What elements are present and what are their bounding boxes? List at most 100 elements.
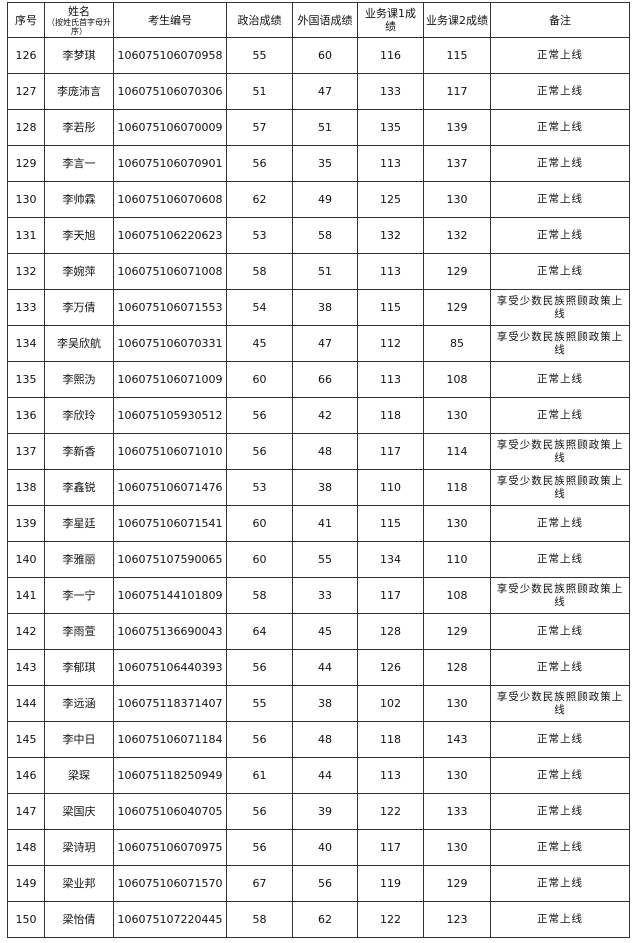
cell-exam-id: 106075106070608 <box>113 181 227 218</box>
cell-foreign-score: 48 <box>292 433 358 470</box>
cell-name: 李雨萱 <box>44 613 114 650</box>
cell-exam-id: 106075105930512 <box>113 397 227 434</box>
cell-politics-score: 51 <box>226 73 293 110</box>
cell-course2-score: 132 <box>423 217 491 254</box>
cell-name: 李庞沛言 <box>44 73 114 110</box>
cell-course2-score: 130 <box>423 685 491 722</box>
cell-course1-score: 116 <box>357 37 424 74</box>
cell-foreign-score: 44 <box>292 649 358 686</box>
header-name: 姓名 （按姓氏首字母升序） <box>44 2 114 38</box>
cell-politics-score: 57 <box>226 109 293 146</box>
cell-foreign-score: 66 <box>292 361 358 398</box>
cell-remark: 正常上线 <box>490 901 630 938</box>
cell-foreign-score: 40 <box>292 829 358 866</box>
cell-name: 李一宁 <box>44 577 114 614</box>
table-row: 140 李雅丽 106075107590065 60 55 134 110 正常上线 <box>7 541 630 578</box>
cell-course1-score: 118 <box>357 721 424 758</box>
cell-course2-score: 123 <box>423 901 491 938</box>
table-row: 132 李婉萍 106075106071008 58 51 113 129 正常上线 <box>7 253 630 290</box>
cell-name: 李星廷 <box>44 505 114 542</box>
header-course2: 业务课2成绩 <box>423 2 491 38</box>
cell-course2-score: 129 <box>423 613 491 650</box>
table-row: 136 李欣玲 106075105930512 56 42 118 130 正常上线 <box>7 397 630 434</box>
cell-politics-score: 64 <box>226 613 293 650</box>
cell-seq: 134 <box>7 325 45 362</box>
cell-foreign-score: 39 <box>292 793 358 830</box>
cell-course1-score: 113 <box>357 145 424 182</box>
cell-course1-score: 118 <box>357 397 424 434</box>
cell-foreign-score: 55 <box>292 541 358 578</box>
cell-name: 李万倩 <box>44 289 114 326</box>
cell-exam-id: 106075118371407 <box>113 685 227 722</box>
table-row: 144 李远涵 106075118371407 55 38 102 130 享受少数民族照顾政… <box>7 685 630 722</box>
cell-course2-score: 143 <box>423 721 491 758</box>
cell-exam-id: 106075106071008 <box>113 253 227 290</box>
cell-name: 梁业邦 <box>44 865 114 902</box>
cell-politics-score: 56 <box>226 397 293 434</box>
cell-name: 梁琛 <box>44 757 114 794</box>
cell-course1-score: 133 <box>357 73 424 110</box>
cell-course1-score: 117 <box>357 433 424 470</box>
cell-exam-id: 106075106220623 <box>113 217 227 254</box>
cell-foreign-score: 45 <box>292 613 358 650</box>
cell-seq: 137 <box>7 433 45 470</box>
cell-course2-score: 130 <box>423 181 491 218</box>
cell-remark: 正常上线 <box>490 757 630 794</box>
cell-politics-score: 55 <box>226 37 293 74</box>
header-name-note: （按姓氏首字母升序） <box>47 17 111 36</box>
table-row: 129 李言一 106075106070901 56 35 113 137 正常上线 <box>7 145 630 182</box>
cell-exam-id: 106075106071570 <box>113 865 227 902</box>
cell-exam-id: 106075118250949 <box>113 757 227 794</box>
cell-course1-score: 117 <box>357 577 424 614</box>
header-foreign: 外国语成绩 <box>292 2 358 38</box>
cell-remark: 享受少数民族照顾政策上线 <box>490 325 630 362</box>
cell-remark: 正常上线 <box>490 37 630 74</box>
cell-foreign-score: 48 <box>292 721 358 758</box>
cell-politics-score: 58 <box>226 577 293 614</box>
table-row: 142 李雨萱 106075136690043 64 45 128 129 正常上线 <box>7 613 630 650</box>
cell-course2-score: 130 <box>423 829 491 866</box>
table-row: 141 李一宁 106075144101809 58 33 117 108 享受少数民族照顾政… <box>7 577 630 614</box>
cell-remark: 正常上线 <box>490 829 630 866</box>
table-row: 149 梁业邦 106075106071570 67 56 119 129 正常上线 <box>7 865 630 902</box>
cell-course2-score: 108 <box>423 361 491 398</box>
cell-politics-score: 67 <box>226 865 293 902</box>
cell-politics-score: 56 <box>226 649 293 686</box>
cell-politics-score: 56 <box>226 721 293 758</box>
cell-course2-score: 130 <box>423 757 491 794</box>
cell-foreign-score: 58 <box>292 217 358 254</box>
table-row: 127 李庞沛言 106075106070306 51 47 133 117 正常上线 <box>7 73 630 110</box>
cell-foreign-score: 51 <box>292 109 358 146</box>
table-row: 146 梁琛 106075118250949 61 44 113 130 正常上线 <box>7 757 630 794</box>
cell-foreign-score: 38 <box>292 685 358 722</box>
cell-name: 李鑫锐 <box>44 469 114 506</box>
cell-course1-score: 110 <box>357 469 424 506</box>
table-row: 130 李帅霖 106075106070608 62 49 125 130 正常上线 <box>7 181 630 218</box>
cell-exam-id: 106075106071541 <box>113 505 227 542</box>
cell-course2-score: 110 <box>423 541 491 578</box>
header-course1: 业务课1成绩 <box>357 2 424 38</box>
cell-politics-score: 56 <box>226 793 293 830</box>
cell-seq: 138 <box>7 469 45 506</box>
cell-seq: 148 <box>7 829 45 866</box>
cell-exam-id: 106075106070901 <box>113 145 227 182</box>
cell-name: 李婉萍 <box>44 253 114 290</box>
cell-politics-score: 53 <box>226 469 293 506</box>
cell-politics-score: 61 <box>226 757 293 794</box>
cell-course2-score: 108 <box>423 577 491 614</box>
cell-foreign-score: 62 <box>292 901 358 938</box>
cell-course2-score: 118 <box>423 469 491 506</box>
cell-exam-id: 106075106071009 <box>113 361 227 398</box>
cell-seq: 128 <box>7 109 45 146</box>
cell-name: 梁诗玥 <box>44 829 114 866</box>
cell-politics-score: 62 <box>226 181 293 218</box>
cell-course2-score: 129 <box>423 289 491 326</box>
cell-politics-score: 45 <box>226 325 293 362</box>
cell-politics-score: 60 <box>226 505 293 542</box>
cell-course1-score: 128 <box>357 613 424 650</box>
cell-course2-score: 128 <box>423 649 491 686</box>
cell-remark: 正常上线 <box>490 865 630 902</box>
cell-course1-score: 112 <box>357 325 424 362</box>
cell-name: 李新香 <box>44 433 114 470</box>
cell-name: 李熙沩 <box>44 361 114 398</box>
